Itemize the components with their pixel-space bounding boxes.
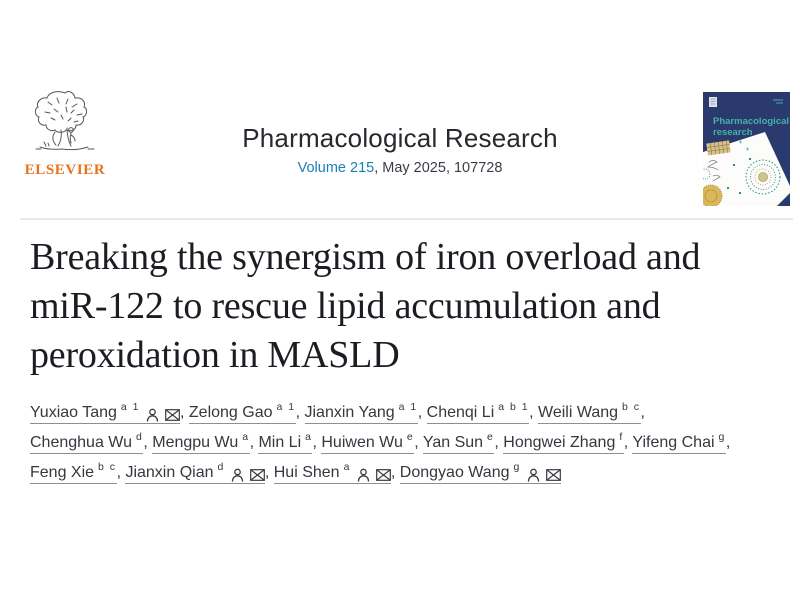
- author-affiliation-sup: f: [619, 430, 624, 443]
- author-feng-xie[interactable]: Feng Xie b c: [30, 460, 117, 484]
- person-icon[interactable]: [231, 466, 244, 483]
- person-icon[interactable]: [357, 466, 370, 483]
- author-weili-wang[interactable]: Weili Wang b c: [538, 400, 641, 424]
- email-icon[interactable]: [376, 466, 391, 483]
- author-affiliation-sup: e: [406, 430, 415, 443]
- author-name: Jianxin Qian: [125, 464, 214, 481]
- author-separator: ,: [623, 434, 633, 451]
- author-yan-sun[interactable]: Yan Sun e: [422, 430, 495, 454]
- author-separator: ,: [417, 404, 427, 421]
- author-name: Chenqi Li: [426, 404, 495, 421]
- author-separator: ,: [180, 404, 189, 421]
- author-mengpu-wu[interactable]: Mengpu Wu a: [152, 430, 250, 454]
- cover-title-line1: Pharmacological: [713, 116, 789, 127]
- author-affiliation-sup: g: [513, 460, 521, 473]
- author-affiliation-sup: b c: [622, 400, 641, 413]
- author-separator: ,: [640, 404, 650, 421]
- author-name: Chenghua Wu: [30, 434, 132, 451]
- author-list: Yuxiao Tang a 1, Zelong Gao a 1, Jianxin Y…: [30, 398, 795, 488]
- author-separator: ,: [494, 434, 504, 451]
- journal-title-link[interactable]: Pharmacological Research: [242, 123, 558, 153]
- author-dongyao-wang[interactable]: Dongyao Wang g: [399, 460, 561, 484]
- author-affiliation-sup: a 1: [120, 400, 140, 413]
- author-name: Feng Xie: [30, 464, 95, 481]
- author-affiliation-sup: b c: [98, 460, 117, 473]
- author-affiliation-sup: a b 1: [498, 400, 530, 413]
- cover-title-line2: research: [713, 127, 753, 138]
- author-name: Huiwen Wu: [321, 434, 403, 451]
- author-zelong-gao[interactable]: Zelong Gao a 1: [188, 400, 296, 424]
- author-separator: ,: [529, 404, 538, 421]
- author-name: Weili Wang: [538, 404, 619, 421]
- person-icon[interactable]: [527, 466, 540, 483]
- article-title-line: Breaking the synergism of iron overload …: [30, 236, 701, 278]
- author-separator: ,: [414, 434, 423, 451]
- author-jianxin-yang[interactable]: Jianxin Yang a 1: [304, 400, 418, 424]
- author-affiliation-sup: a 1: [398, 400, 418, 413]
- author-affiliation-sup: g: [718, 430, 726, 443]
- author-huiwen-wu[interactable]: Huiwen Wu e: [321, 430, 415, 454]
- author-chenghua-wu[interactable]: Chenghua Wu d: [30, 430, 144, 454]
- author-yifeng-chai[interactable]: Yifeng Chai g: [632, 430, 726, 454]
- author-affiliation-sup: a: [305, 430, 313, 443]
- author-name: Yuxiao Tang: [30, 404, 117, 421]
- author-chenqi-li[interactable]: Chenqi Li a b 1: [426, 400, 530, 424]
- author-row: Yuxiao Tang a 1, Zelong Gao a 1, Jianxin Y…: [30, 398, 795, 428]
- masthead: Pharmacological Research Volume 215, May…: [120, 122, 680, 176]
- author-yuxiao-tang[interactable]: Yuxiao Tang a 1: [30, 400, 180, 424]
- elsevier-logo: ELSEVIER: [24, 90, 106, 179]
- author-name: Yifeng Chai: [632, 434, 715, 451]
- elsevier-wordmark: ELSEVIER: [24, 162, 106, 178]
- email-icon[interactable]: [545, 466, 561, 483]
- author-row: Feng Xie b c, Jianxin Qian d, Hui Shen a, D…: [30, 458, 795, 488]
- author-affiliation-sup: e: [487, 430, 495, 443]
- author-affiliation-sup: a: [343, 460, 351, 473]
- author-name: Yan Sun: [422, 434, 484, 451]
- author-name: Zelong Gao: [188, 404, 273, 421]
- author-separator: ,: [725, 434, 735, 451]
- volume-issue-line: Volume 215, May 2025, 107728: [120, 160, 680, 176]
- author-separator: ,: [116, 464, 126, 481]
- article-title-line: peroxidation in MASLD: [30, 334, 400, 376]
- email-icon[interactable]: [249, 466, 265, 483]
- author-affiliation-sup: d: [217, 460, 225, 473]
- author-name: Hui Shen: [273, 464, 340, 481]
- author-separator: ,: [390, 464, 400, 481]
- author-separator: ,: [249, 434, 259, 451]
- author-separator: ,: [312, 434, 322, 451]
- author-separator: ,: [295, 404, 305, 421]
- author-jianxin-qian[interactable]: Jianxin Qian d: [125, 460, 265, 484]
- author-name: Mengpu Wu: [152, 434, 239, 451]
- article-title-line: miR-122 to rescue lipid accumulation and: [30, 285, 661, 327]
- header-divider: [20, 218, 793, 220]
- author-affiliation-sup: d: [136, 430, 144, 443]
- author-separator: ,: [143, 434, 153, 451]
- email-icon[interactable]: [165, 406, 180, 423]
- volume-issue-link[interactable]: Volume 215: [297, 160, 375, 176]
- author-row: Chenghua Wu d, Mengpu Wu a, Min Li a, Huiwe…: [30, 428, 795, 458]
- author-affiliation-sup: a 1: [276, 400, 296, 413]
- author-hongwei-zhang[interactable]: Hongwei Zhang f: [503, 430, 624, 454]
- author-min-li[interactable]: Min Li a: [258, 430, 313, 454]
- author-separator: ,: [264, 464, 274, 481]
- author-hui-shen[interactable]: Hui Shen a: [273, 460, 391, 484]
- author-name: Dongyao Wang: [399, 464, 510, 481]
- author-name: Min Li: [258, 434, 302, 451]
- author-affiliation-sup: a: [242, 430, 250, 443]
- article-title: Breaking the synergism of iron overload …: [30, 233, 790, 380]
- elsevier-tree-icon: [35, 91, 95, 151]
- issue-info: , May 2025, 107728: [374, 160, 503, 176]
- author-name: Jianxin Yang: [304, 404, 395, 421]
- author-name: Hongwei Zhang: [503, 434, 616, 451]
- journal-cover-thumbnail[interactable]: Pharmacological research: [703, 92, 790, 206]
- person-icon[interactable]: [146, 406, 159, 423]
